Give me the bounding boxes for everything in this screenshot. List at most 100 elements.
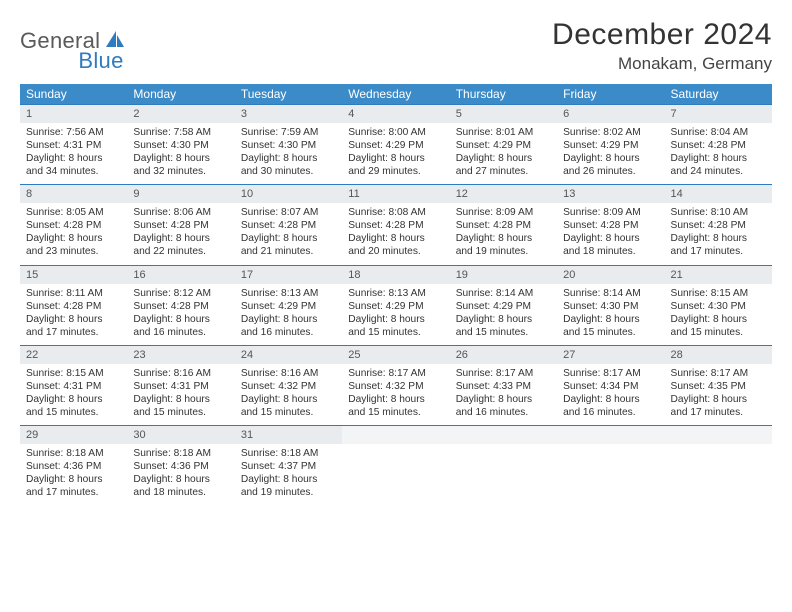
daylight-text: Daylight: 8 hours: [26, 232, 121, 245]
daylight-text: Daylight: 8 hours: [133, 473, 228, 486]
day-number-empty: [342, 426, 449, 444]
daylight-text: Daylight: 8 hours: [26, 393, 121, 406]
sunset-text: Sunset: 4:28 PM: [671, 139, 766, 152]
calendar-week: 29Sunrise: 8:18 AMSunset: 4:36 PMDayligh…: [20, 426, 772, 506]
day-body: Sunrise: 8:12 AMSunset: 4:28 PMDaylight:…: [127, 284, 234, 345]
sunrise-text: Sunrise: 8:15 AM: [26, 367, 121, 380]
daylight-text: and 26 minutes.: [563, 165, 658, 178]
calendar-cell: 24Sunrise: 8:16 AMSunset: 4:32 PMDayligh…: [235, 345, 342, 425]
daylight-text: and 16 minutes.: [241, 326, 336, 339]
calendar-cell: 20Sunrise: 8:14 AMSunset: 4:30 PMDayligh…: [557, 265, 664, 345]
weekday-header: Sunday: [20, 84, 127, 105]
daylight-text: Daylight: 8 hours: [26, 313, 121, 326]
sunrise-text: Sunrise: 8:09 AM: [563, 206, 658, 219]
day-number: 15: [20, 266, 127, 284]
daylight-text: and 15 minutes.: [26, 406, 121, 419]
sunrise-text: Sunrise: 7:56 AM: [26, 126, 121, 139]
daylight-text: and 15 minutes.: [241, 406, 336, 419]
sunrise-text: Sunrise: 8:00 AM: [348, 126, 443, 139]
calendar-week: 22Sunrise: 8:15 AMSunset: 4:31 PMDayligh…: [20, 345, 772, 425]
calendar-cell: 17Sunrise: 8:13 AMSunset: 4:29 PMDayligh…: [235, 265, 342, 345]
day-body: Sunrise: 8:06 AMSunset: 4:28 PMDaylight:…: [127, 203, 234, 264]
day-number: 19: [450, 266, 557, 284]
daylight-text: Daylight: 8 hours: [133, 393, 228, 406]
calendar-week: 15Sunrise: 8:11 AMSunset: 4:28 PMDayligh…: [20, 265, 772, 345]
daylight-text: Daylight: 8 hours: [26, 473, 121, 486]
daylight-text: Daylight: 8 hours: [456, 232, 551, 245]
calendar-cell: 19Sunrise: 8:14 AMSunset: 4:29 PMDayligh…: [450, 265, 557, 345]
sunset-text: Sunset: 4:30 PM: [671, 300, 766, 313]
calendar-cell: 11Sunrise: 8:08 AMSunset: 4:28 PMDayligh…: [342, 185, 449, 265]
daylight-text: and 19 minutes.: [241, 486, 336, 499]
sunset-text: Sunset: 4:31 PM: [133, 380, 228, 393]
sunrise-text: Sunrise: 7:59 AM: [241, 126, 336, 139]
sunset-text: Sunset: 4:28 PM: [241, 219, 336, 232]
sunrise-text: Sunrise: 8:17 AM: [563, 367, 658, 380]
daylight-text: and 18 minutes.: [133, 486, 228, 499]
calendar-cell: 18Sunrise: 8:13 AMSunset: 4:29 PMDayligh…: [342, 265, 449, 345]
daylight-text: Daylight: 8 hours: [241, 393, 336, 406]
day-body: Sunrise: 8:16 AMSunset: 4:32 PMDaylight:…: [235, 364, 342, 425]
daylight-text: and 15 minutes.: [348, 326, 443, 339]
header: General Blue December 2024 Monakam, Germ…: [20, 18, 772, 74]
calendar-cell: 8Sunrise: 8:05 AMSunset: 4:28 PMDaylight…: [20, 185, 127, 265]
sunrise-text: Sunrise: 8:08 AM: [348, 206, 443, 219]
calendar-cell: [450, 426, 557, 506]
day-body: Sunrise: 8:10 AMSunset: 4:28 PMDaylight:…: [665, 203, 772, 264]
sunset-text: Sunset: 4:28 PM: [133, 219, 228, 232]
day-number-empty: [450, 426, 557, 444]
daylight-text: and 24 minutes.: [671, 165, 766, 178]
sunset-text: Sunset: 4:37 PM: [241, 460, 336, 473]
sunrise-text: Sunrise: 8:09 AM: [456, 206, 551, 219]
day-number: 5: [450, 105, 557, 123]
weekday-header: Saturday: [665, 84, 772, 105]
day-body: Sunrise: 8:11 AMSunset: 4:28 PMDaylight:…: [20, 284, 127, 345]
calendar-cell: 13Sunrise: 8:09 AMSunset: 4:28 PMDayligh…: [557, 185, 664, 265]
calendar-cell: 31Sunrise: 8:18 AMSunset: 4:37 PMDayligh…: [235, 426, 342, 506]
daylight-text: Daylight: 8 hours: [241, 473, 336, 486]
day-number: 29: [20, 426, 127, 444]
calendar-cell: 6Sunrise: 8:02 AMSunset: 4:29 PMDaylight…: [557, 105, 664, 185]
daylight-text: Daylight: 8 hours: [241, 232, 336, 245]
daylight-text: Daylight: 8 hours: [348, 393, 443, 406]
day-number: 24: [235, 346, 342, 364]
calendar-cell: 29Sunrise: 8:18 AMSunset: 4:36 PMDayligh…: [20, 426, 127, 506]
sunset-text: Sunset: 4:29 PM: [563, 139, 658, 152]
sunset-text: Sunset: 4:28 PM: [456, 219, 551, 232]
calendar-cell: 5Sunrise: 8:01 AMSunset: 4:29 PMDaylight…: [450, 105, 557, 185]
weekday-header: Thursday: [450, 84, 557, 105]
logo-word2: Blue: [78, 48, 123, 74]
weekday-header: Monday: [127, 84, 234, 105]
calendar-cell: 16Sunrise: 8:12 AMSunset: 4:28 PMDayligh…: [127, 265, 234, 345]
day-number: 14: [665, 185, 772, 203]
calendar-cell: 3Sunrise: 7:59 AMSunset: 4:30 PMDaylight…: [235, 105, 342, 185]
sunset-text: Sunset: 4:35 PM: [671, 380, 766, 393]
sunrise-text: Sunrise: 8:01 AM: [456, 126, 551, 139]
daylight-text: and 16 minutes.: [563, 406, 658, 419]
day-body: Sunrise: 8:01 AMSunset: 4:29 PMDaylight:…: [450, 123, 557, 184]
calendar-cell: 28Sunrise: 8:17 AMSunset: 4:35 PMDayligh…: [665, 345, 772, 425]
daylight-text: Daylight: 8 hours: [133, 313, 228, 326]
daylight-text: and 15 minutes.: [348, 406, 443, 419]
daylight-text: and 15 minutes.: [563, 326, 658, 339]
daylight-text: and 34 minutes.: [26, 165, 121, 178]
calendar-cell: 30Sunrise: 8:18 AMSunset: 4:36 PMDayligh…: [127, 426, 234, 506]
day-number: 17: [235, 266, 342, 284]
sunset-text: Sunset: 4:28 PM: [348, 219, 443, 232]
day-number: 28: [665, 346, 772, 364]
day-body: Sunrise: 8:14 AMSunset: 4:30 PMDaylight:…: [557, 284, 664, 345]
daylight-text: Daylight: 8 hours: [348, 232, 443, 245]
day-body: Sunrise: 8:17 AMSunset: 4:32 PMDaylight:…: [342, 364, 449, 425]
day-body: Sunrise: 8:18 AMSunset: 4:37 PMDaylight:…: [235, 444, 342, 505]
daylight-text: Daylight: 8 hours: [671, 152, 766, 165]
sunset-text: Sunset: 4:29 PM: [348, 300, 443, 313]
daylight-text: Daylight: 8 hours: [563, 152, 658, 165]
daylight-text: Daylight: 8 hours: [456, 313, 551, 326]
daylight-text: Daylight: 8 hours: [241, 313, 336, 326]
sunrise-text: Sunrise: 8:07 AM: [241, 206, 336, 219]
calendar-cell: 9Sunrise: 8:06 AMSunset: 4:28 PMDaylight…: [127, 185, 234, 265]
sunset-text: Sunset: 4:28 PM: [563, 219, 658, 232]
day-body: Sunrise: 8:13 AMSunset: 4:29 PMDaylight:…: [235, 284, 342, 345]
day-body: Sunrise: 8:00 AMSunset: 4:29 PMDaylight:…: [342, 123, 449, 184]
daylight-text: and 22 minutes.: [133, 245, 228, 258]
